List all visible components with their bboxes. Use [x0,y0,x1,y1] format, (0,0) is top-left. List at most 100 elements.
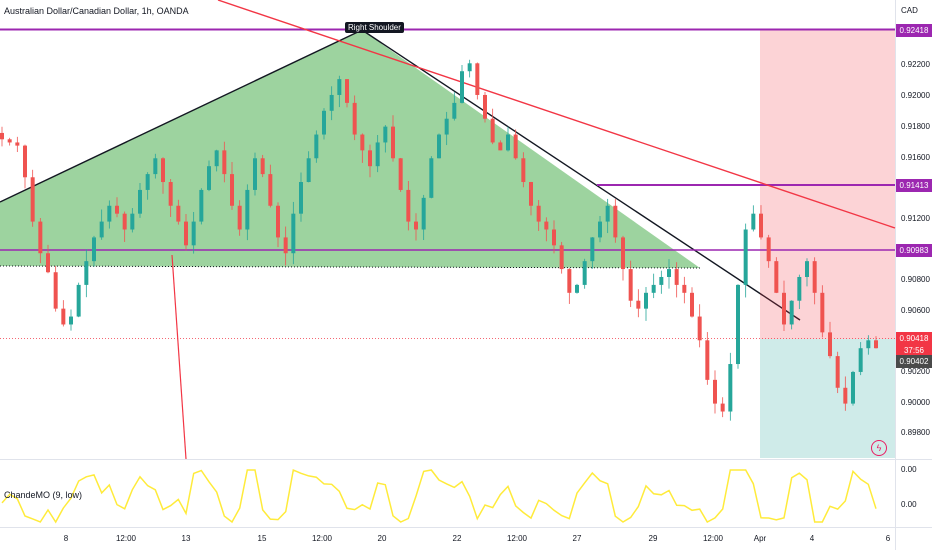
candle-body [329,94,334,111]
candle-body [253,158,257,190]
candle-body [23,145,27,178]
candle-body [475,63,480,95]
candle-body [820,292,825,333]
candle-body [99,221,104,238]
candle-body [682,284,687,293]
candle-body [460,71,464,103]
candle-body [628,269,633,301]
price-tick: 0.90000 [901,398,930,407]
candle-body [598,221,602,238]
symbol-title[interactable]: Australian Dollar/Canadian Dollar, 1h, O… [4,6,189,16]
price-tick: 0.91800 [901,122,930,131]
candle-body [115,205,119,214]
trendline-descending[interactable] [217,0,896,229]
time-tick: 6 [885,534,891,543]
candle-body [483,94,487,119]
candle-body [69,316,73,325]
candle-body [766,237,771,262]
time-tick: 12:00 [702,534,724,543]
candle-body [575,284,579,293]
candle-body [690,292,694,317]
candle-body [720,403,725,412]
price-tag-entry[interactable]: 0.90402 [896,355,932,368]
candle-body [306,158,311,183]
candle-body [789,300,794,325]
candle-body [506,134,510,151]
price-tag-top[interactable]: 0.92418 [896,24,932,37]
candle-body [176,205,181,222]
candle-body [245,189,250,230]
candle-body [161,158,165,183]
candle-body [184,221,188,246]
pattern-fill[interactable] [0,30,700,268]
right-shoulder-label[interactable]: Right Shoulder [345,22,404,33]
candle-body [659,276,664,285]
candle-body [145,174,150,190]
candle-body [874,340,878,349]
candle-body [276,205,280,238]
time-tick: 12:00 [311,534,333,543]
candle-body [590,237,595,262]
candle-body [38,221,43,254]
price-tick: 0.91200 [901,214,930,223]
candle-body [7,139,12,143]
indicator-tick: 0.00 [901,465,917,474]
candle-body [835,356,840,388]
candle-body [490,118,495,143]
candle-body [421,197,426,230]
currency-label[interactable]: CAD [901,6,918,15]
candle-body [851,371,855,404]
reward-zone[interactable] [760,339,895,458]
candle-body [406,189,411,222]
candle-body [352,102,357,135]
candle-body [728,364,733,412]
candle-body [736,284,740,365]
candle-body [759,213,763,238]
candle-body [237,205,242,230]
candle-body [858,348,863,372]
candle-body [636,300,641,309]
price-tag-mid[interactable]: 0.91413 [896,179,932,192]
candle-body [774,261,779,293]
candle-body [61,308,66,325]
candle-body [866,340,871,349]
lightning-alert-icon[interactable]: ϟ [871,440,887,456]
candle-body [375,142,380,167]
price-tag-low[interactable]: 0.90983 [896,244,932,257]
candle-body [0,132,4,140]
candle-body [214,150,219,167]
pattern-line-right[interactable] [361,29,801,321]
candle-body [84,261,89,285]
candle-body [15,142,20,146]
candle-body [828,332,832,357]
candle-body [207,166,211,190]
price-tick: 0.90600 [901,306,930,315]
candle-body [30,177,35,222]
candle-body [391,126,395,159]
candle-body [92,237,96,262]
candle-body [314,134,319,159]
candle-body [76,284,81,317]
time-tick: 22 [452,534,462,543]
price-tick: 0.92000 [901,91,930,100]
time-tick: 4 [809,534,815,543]
candle-body [53,272,58,309]
candle-body [360,134,365,151]
candle-body [291,213,296,254]
candle-body [529,182,533,206]
candle-body [345,79,349,103]
candle-body [582,261,587,285]
indicator-label[interactable]: ChandeMO (9, low) [4,490,83,500]
candle-body [260,158,265,175]
time-tick: 20 [377,534,387,543]
trendline-steep[interactable] [171,254,187,460]
candle-body [429,158,434,198]
candle-body [812,261,817,293]
candle-body [268,174,273,206]
candle-body [705,340,710,380]
candle-body [697,316,702,341]
candle-body [130,213,135,230]
pattern-line-left[interactable] [0,29,363,203]
current-price-tag[interactable]: 0.90418 [896,332,932,345]
